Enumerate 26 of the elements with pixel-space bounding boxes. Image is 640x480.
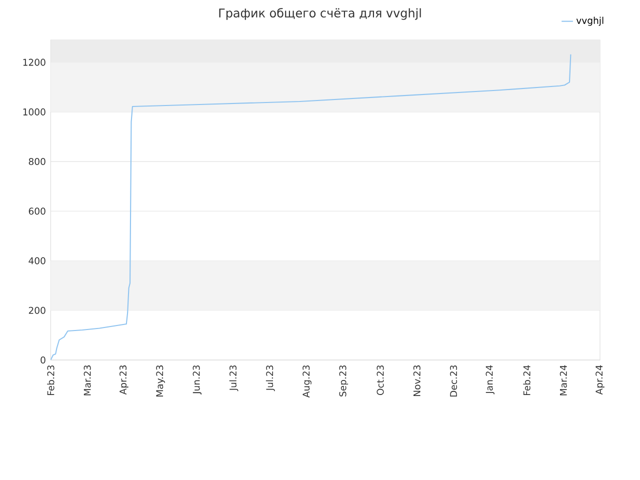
- y-tick-label: 0: [40, 356, 46, 364]
- x-tick-label: Mar.24: [560, 365, 567, 396]
- x-tick-label: Sep.23: [339, 365, 348, 396]
- x-tick-label: Jun.23: [192, 365, 202, 394]
- x-tick-label: Apr.24: [596, 365, 604, 395]
- x-tick-label: Feb.23: [47, 365, 54, 396]
- x-tick-label: Jul.23: [229, 365, 238, 392]
- chart-title: График общего счёта для vvghjl: [219, 8, 421, 20]
- x-tick-label: Nov.23: [413, 365, 420, 396]
- y-tick-label: 200: [28, 306, 46, 314]
- y-tick-label: 400: [28, 257, 46, 264]
- x-tick-label: Dec.23: [450, 365, 458, 397]
- x-tick-label: Apr.23: [120, 365, 128, 395]
- x-tick-label: Mar.23: [84, 365, 91, 396]
- y-tick-label: 1200: [23, 58, 46, 66]
- y-tick-label: 1000: [23, 108, 46, 116]
- legend-label: vvghjl: [576, 16, 604, 26]
- x-tick-label: Feb.24: [523, 365, 530, 396]
- line-series: [50, 54, 572, 360]
- y-tick-label: 800: [28, 158, 46, 166]
- x-tick-label: Oct.23: [376, 365, 384, 396]
- x-tick-label: Jul.23: [266, 365, 275, 392]
- x-tick-label: Aug.23: [302, 365, 312, 398]
- x-tick-label: May.23: [156, 365, 165, 396]
- y-tick-label: 600: [28, 208, 46, 215]
- x-tick-label: Jan.24: [486, 365, 495, 394]
